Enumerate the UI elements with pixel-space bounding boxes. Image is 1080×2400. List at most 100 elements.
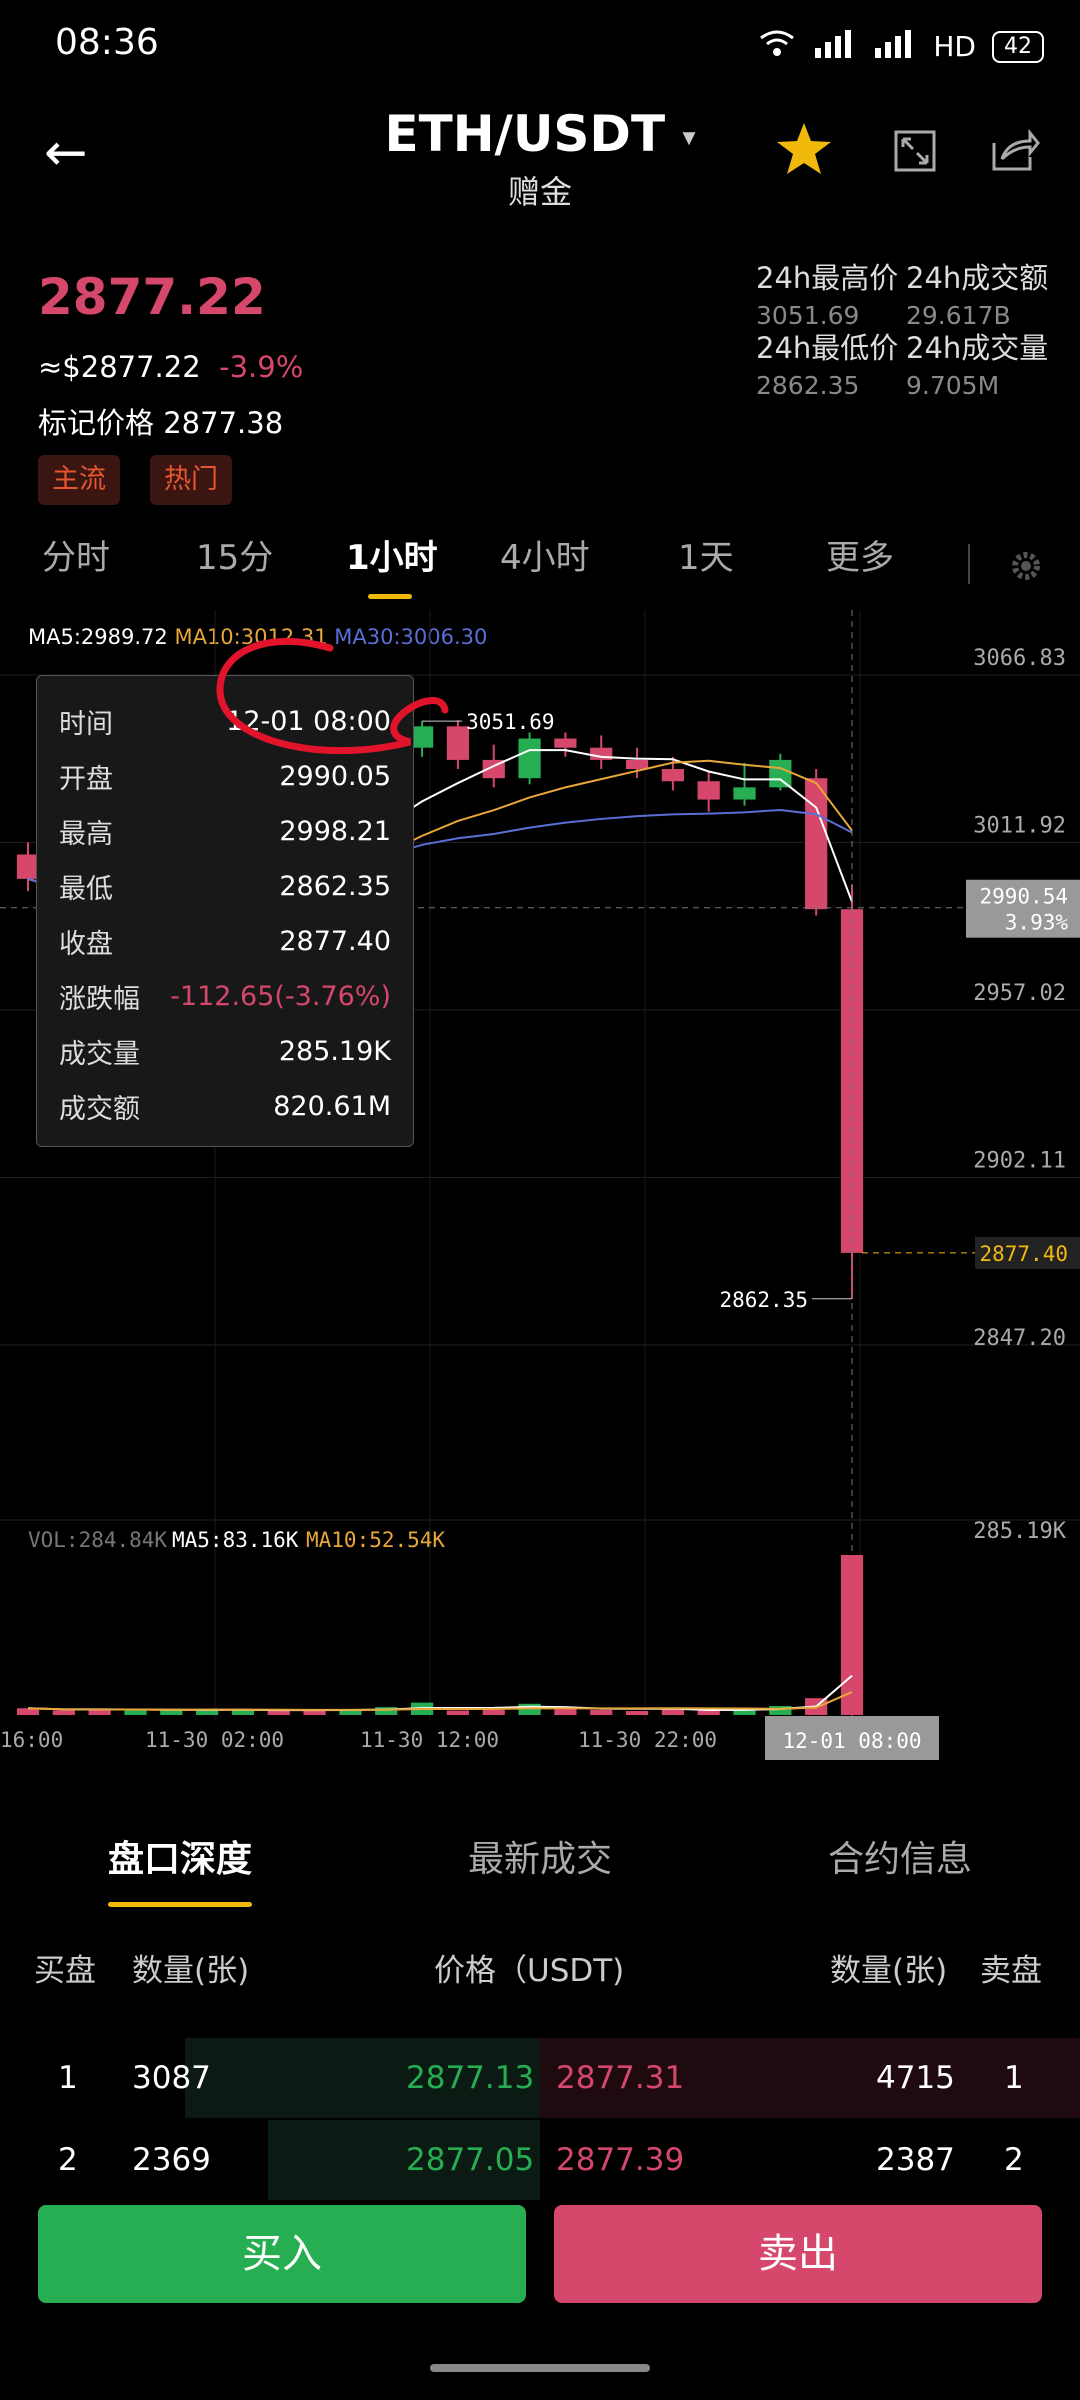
crosshair-price: 2990.54 (979, 885, 1068, 909)
ob-header-price: 价格（USDT) (434, 1953, 625, 1989)
volume-legend-vol: VOL:284.84K (28, 1528, 167, 1552)
tab-15m[interactable]: 15分 (196, 538, 274, 578)
volume-bar (88, 1709, 111, 1715)
volume-bar (697, 1710, 720, 1715)
ob-bid-price[interactable]: 2877.13 (406, 2060, 535, 2096)
bid-depth-bar (185, 2038, 540, 2118)
volume-bar (16, 1708, 40, 1715)
wifi-icon (757, 28, 797, 65)
candle-body (625, 759, 649, 770)
tooltip-row: 开盘 2990.05 (59, 749, 391, 804)
ob-bid-price[interactable]: 2877.05 (406, 2142, 535, 2178)
tab-more[interactable]: 更多 (826, 538, 894, 578)
stat-high-value: 3051.69 (756, 301, 860, 330)
stat-high: 24h最高价 3051.69 (756, 255, 898, 330)
stat-low: 24h最低价 2862.35 (756, 325, 898, 400)
status-time: 08:36 (55, 22, 159, 63)
price-axis-label: 3011.92 (973, 814, 1066, 839)
stat-volume-value: 9.705M (906, 371, 1000, 400)
tab-timeshare[interactable]: 分时 (42, 538, 110, 578)
usd-price: ≈$2877.22 (38, 350, 201, 384)
ob-ask-price[interactable]: 2877.39 (556, 2142, 685, 2178)
stat-turnover: 24h成交额 29.617B (906, 255, 1048, 330)
mark-price-value: 2877.38 (163, 406, 284, 440)
tooltip-key: 收盘 (59, 929, 113, 960)
candle-body (697, 781, 720, 800)
settings-icon[interactable] (1008, 548, 1044, 588)
volume-bar (661, 1709, 684, 1715)
ob-header-bid: 买盘 (34, 1953, 96, 1989)
tag-hot[interactable]: 热门 (150, 455, 232, 505)
volume-bar (518, 1703, 541, 1715)
fullscreen-icon[interactable] (893, 129, 937, 177)
tag-mainstream[interactable]: 主流 (38, 455, 120, 505)
tab-underline (368, 594, 412, 599)
page-subtitle: 赠金 (507, 173, 572, 211)
volume-bar (160, 1710, 183, 1715)
candle-body (446, 726, 470, 760)
crosshair-pct: 3.93% (1005, 911, 1069, 935)
tooltip-row: 收盘 2877.40 (59, 914, 391, 969)
interval-tabs: 分时 15分 1小时 4小时 1天 更多 (0, 530, 1080, 600)
tooltip-key: 开盘 (59, 764, 113, 795)
back-icon[interactable]: ← (44, 123, 88, 183)
volume-bar (196, 1708, 219, 1715)
orderbook-row[interactable]: 1 3087 2877.13 2877.31 4715 1 (0, 2038, 1080, 2118)
stat-volume-label: 24h成交量 (906, 331, 1049, 365)
tab-4h[interactable]: 4小时 (500, 538, 590, 578)
tooltip-value: 2877.40 (279, 926, 391, 957)
share-icon[interactable] (990, 128, 1040, 177)
tab-orderbook[interactable]: 盘口深度 (108, 1839, 253, 1880)
star-icon[interactable] (774, 119, 834, 183)
time-axis-label: 11-30 12:00 (360, 1728, 499, 1752)
volume-bar (840, 1555, 864, 1715)
home-indicator[interactable] (430, 2364, 650, 2372)
tooltip-value: 285.19K (278, 1036, 391, 1067)
chevron-down-icon[interactable]: ▾ (682, 122, 696, 153)
volume-bar (124, 1709, 147, 1715)
time-axis-label: 16:00 (0, 1728, 63, 1752)
tab-latest-trades[interactable]: 最新成交 (468, 1839, 613, 1880)
tooltip-value: -112.65(-3.76%) (170, 981, 391, 1012)
ob-ask-qty: 4715 (876, 2060, 955, 2096)
ob-ask-price[interactable]: 2877.31 (556, 2060, 685, 2096)
depth-tabs: 盘口深度 最新成交 合约信息 (0, 1830, 1080, 1907)
candle-body (518, 738, 541, 779)
stat-high-label: 24h最高价 (756, 261, 899, 295)
candle-body (805, 778, 828, 910)
tab-contract-info[interactable]: 合约信息 (828, 1839, 973, 1880)
tab-divider (968, 544, 970, 584)
buy-button[interactable]: 买入 (38, 2205, 526, 2303)
mark-price-label: 标记价格 (38, 406, 155, 440)
mark-price: 标记价格 2877.38 (38, 400, 283, 442)
tab-1d[interactable]: 1天 (678, 538, 734, 578)
volume-bar (339, 1709, 362, 1715)
volume-bar (733, 1708, 756, 1715)
status-icons: HD 42 (757, 28, 1044, 65)
tooltip-value: 2990.05 (279, 761, 391, 792)
volume-bar (267, 1711, 290, 1715)
price-axis-label: 2902.11 (973, 1149, 1066, 1174)
signal-icon (813, 28, 857, 65)
orderbook-row[interactable]: 2 2369 2877.05 2877.39 2387 2 (0, 2120, 1080, 2200)
ask-depth-bar (540, 2038, 1080, 2118)
ob-header-qty: 数量(张) (132, 1953, 250, 1989)
candle-body (769, 759, 792, 788)
tooltip-key: 时间 (59, 709, 113, 740)
tab-1h[interactable]: 1小时 (346, 538, 438, 578)
stat-turnover-label: 24h成交额 (906, 261, 1049, 295)
page-title[interactable]: ETH/USDT ▾ (0, 105, 1080, 163)
tooltip-row: 最高 2998.21 (59, 804, 391, 859)
candle-body (16, 854, 40, 879)
volume-legend-ma5: MA5:83.16K (172, 1528, 299, 1552)
volume-bar (446, 1710, 470, 1715)
price-axis-label: 2847.20 (973, 1326, 1066, 1351)
low-annotation: 2862.35 (719, 1288, 808, 1312)
ob-ask-index: 2 (1004, 2142, 1024, 2178)
sell-button[interactable]: 卖出 (554, 2205, 1042, 2303)
tooltip-value: 820.61M (273, 1091, 391, 1122)
tooltip-row: 涨跌幅 -112.65(-3.76%) (59, 969, 391, 1024)
pair-label[interactable]: ETH/USDT (384, 105, 666, 163)
volume-bar (590, 1709, 613, 1715)
candle-body (733, 787, 756, 800)
